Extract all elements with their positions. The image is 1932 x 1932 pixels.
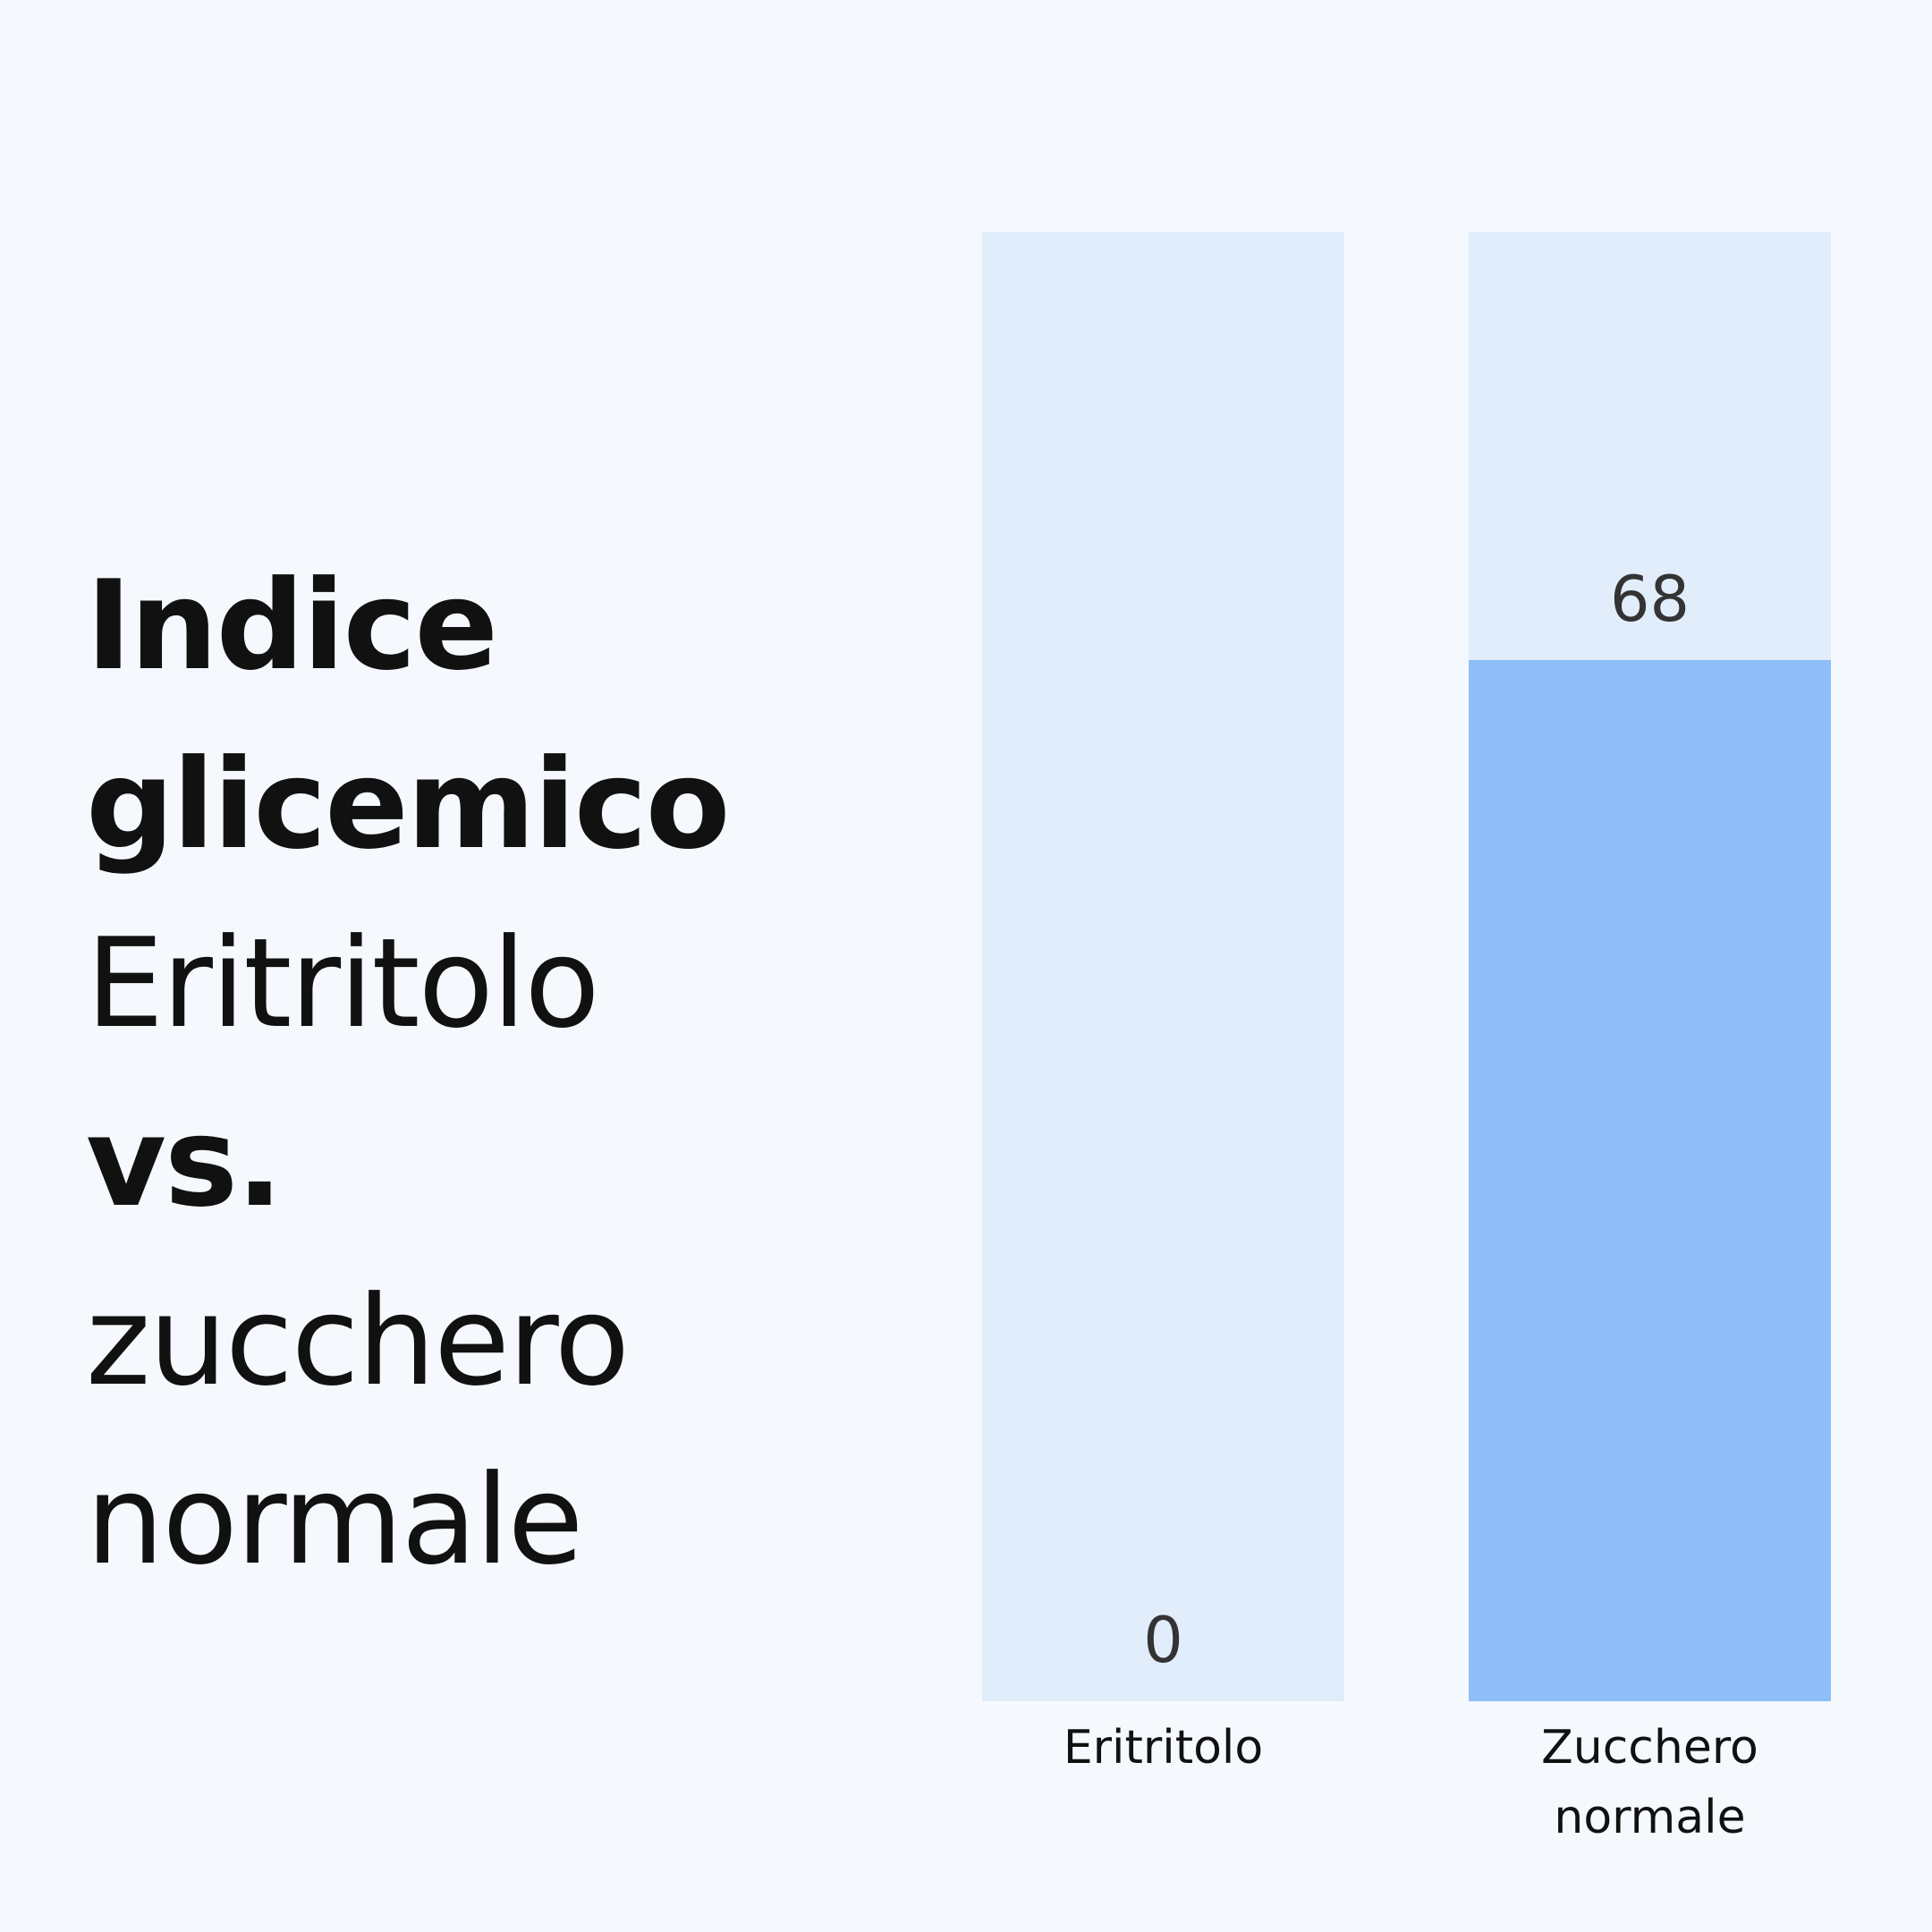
value-label: 0 bbox=[1143, 1604, 1183, 1677]
x-tick-label: Eritritolo bbox=[1063, 1721, 1264, 1775]
subtitle-line: vs. bbox=[86, 1090, 284, 1234]
heading: Indice glicemico Eritritolo vs. zucchero… bbox=[86, 537, 891, 1610]
bar-track bbox=[982, 232, 1344, 1701]
chart-title: Indice glicemico bbox=[86, 554, 731, 877]
bar bbox=[1469, 660, 1831, 1701]
x-tick-label: Zucchero normale bbox=[1541, 1721, 1758, 1844]
subtitle-line: Eritritolo bbox=[86, 911, 600, 1055]
value-label: 68 bbox=[1609, 563, 1690, 637]
subtitle-line: zucchero normale bbox=[86, 1269, 630, 1592]
